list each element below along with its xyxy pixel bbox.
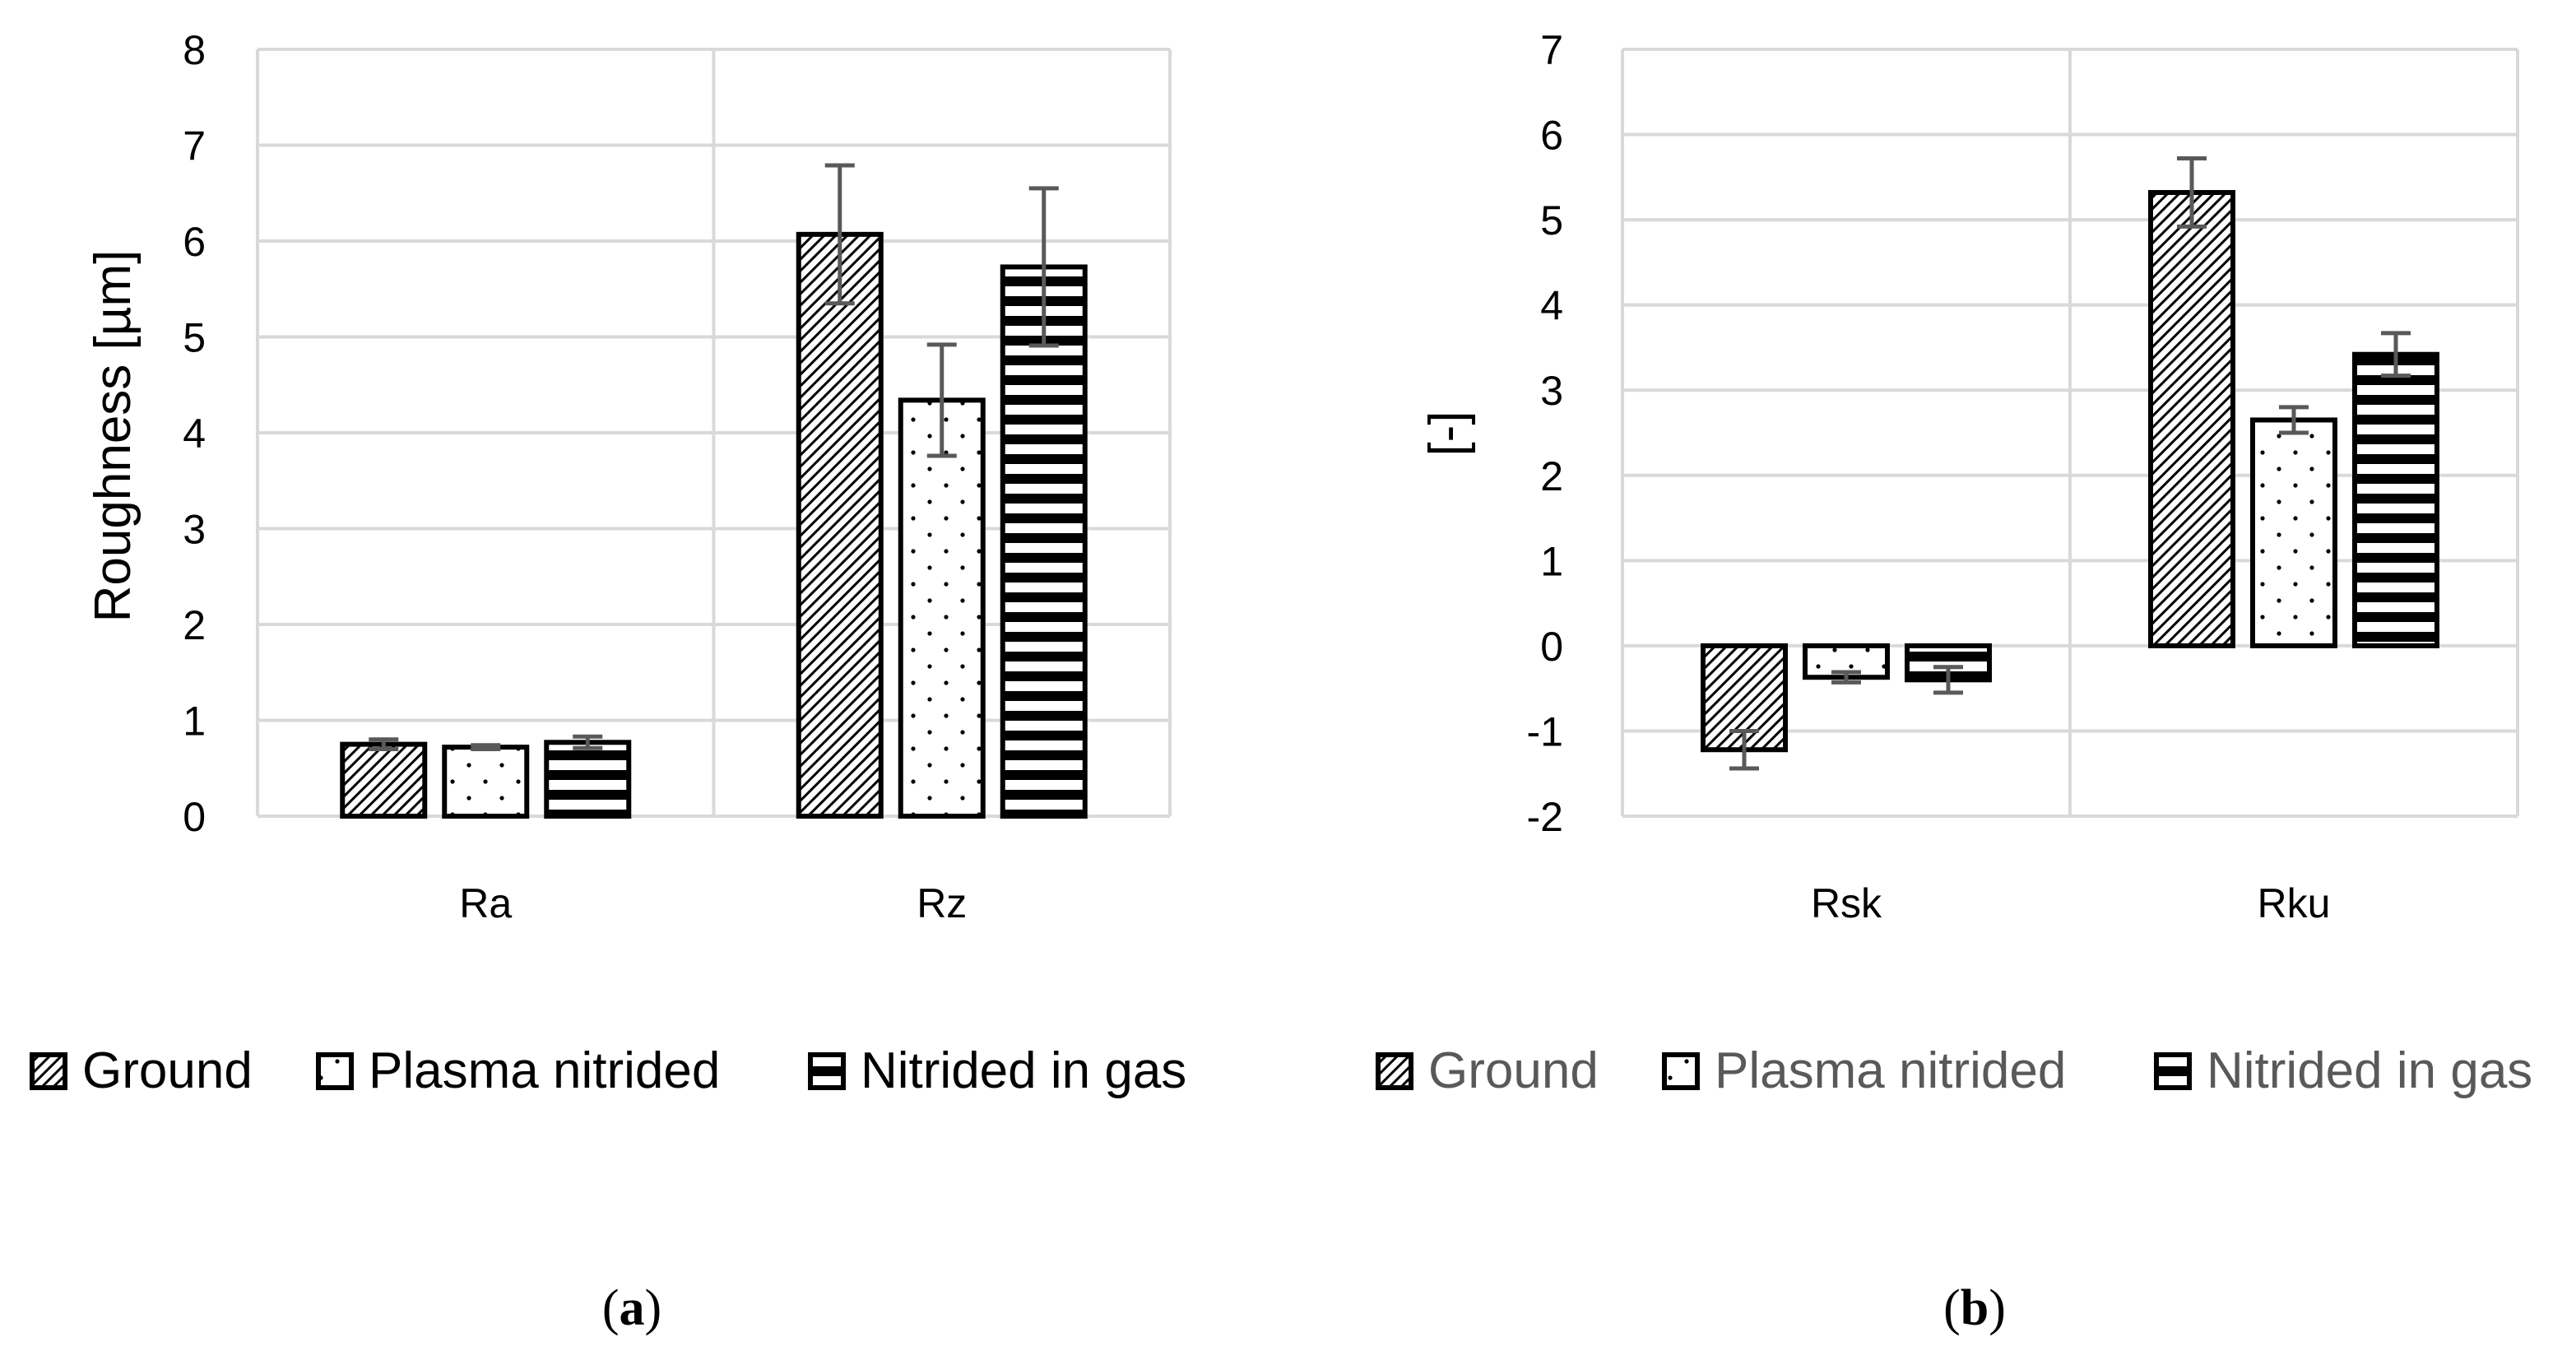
legend-label: Ground: [1428, 1042, 1599, 1099]
legend-item-horizontal: Nitrided in gas: [2156, 1042, 2532, 1099]
legend-label: Nitrided in gas: [861, 1042, 1186, 1099]
y-tick-label: 4: [1540, 283, 1563, 329]
y-tick-label: 7: [1540, 27, 1563, 73]
legend-item-dots: Plasma nitrided: [1664, 1042, 2066, 1099]
legend-label: Nitrided in gas: [2207, 1042, 2532, 1099]
chart-panel-a: 0 1 2 3 4 5 6 7 8 Ra Rz Roughness [µm] Ground Plas…: [32, 27, 1186, 1336]
x-category-label: Rsk: [1811, 880, 1882, 926]
y-axis-label: [-]: [1419, 411, 1476, 456]
legend-item-horizontal: Nitrided in gas: [810, 1042, 1186, 1099]
legend-swatch: [1664, 1055, 1697, 1088]
bar-horizontal-rz: [1003, 267, 1085, 816]
y-tick-label: 4: [183, 411, 206, 457]
legend-label: Ground: [82, 1042, 253, 1099]
y-axis-label: Roughness [µm]: [85, 250, 142, 623]
y-tick-label: 3: [183, 507, 206, 553]
bar-dots-ra: [444, 747, 527, 816]
bar-dots-rku: [2253, 420, 2335, 645]
legend-swatch: [1378, 1055, 1411, 1088]
y-tick-label: 1: [1540, 538, 1563, 584]
y-tick-label: 2: [1540, 453, 1563, 499]
legend-swatch: [2156, 1055, 2189, 1088]
legend-swatch: [810, 1055, 843, 1088]
bar-dots-rz: [901, 400, 983, 816]
error-bar: [471, 745, 500, 750]
caption-letter-b: b: [1961, 1280, 1989, 1336]
y-tick-label: 1: [183, 699, 206, 745]
y-tick-label: 6: [1540, 113, 1563, 159]
legend-swatch: [32, 1055, 65, 1088]
figure: 0 1 2 3 4 5 6 7 8 Ra Rz Roughness [µm] Ground Plas…: [0, 0, 2576, 1360]
x-category-label: Rku: [2258, 880, 2331, 926]
legend-item-diagonal: Ground: [32, 1042, 253, 1099]
y-tick-label: 7: [183, 123, 206, 169]
legend-label: Plasma nitrided: [1715, 1042, 2066, 1099]
caption-b: (b): [1943, 1280, 2006, 1336]
legend-item-dots: Plasma nitrided: [318, 1042, 720, 1099]
x-category-label: Rz: [917, 880, 967, 926]
legend-item-diagonal: Ground: [1378, 1042, 1599, 1099]
bar-horizontal-ra: [546, 742, 629, 816]
y-tick-label: 5: [183, 315, 206, 361]
y-tick-label: 0: [183, 794, 206, 840]
legend-swatch: [318, 1055, 351, 1088]
legend-label: Plasma nitrided: [369, 1042, 720, 1099]
y-tick-label: 5: [1540, 197, 1563, 244]
y-tick-label: -2: [1527, 794, 1563, 840]
bar-diagonal-rku: [2151, 193, 2233, 646]
y-tick-label: -1: [1527, 708, 1563, 754]
y-tick-label: 0: [1540, 624, 1563, 670]
y-tick-label: 6: [183, 219, 206, 265]
x-category-label: Ra: [459, 880, 512, 926]
caption-letter-a: a: [620, 1280, 645, 1336]
y-tick-label: 8: [183, 27, 206, 73]
bar-diagonal-rz: [799, 234, 881, 816]
caption-a: (a): [602, 1280, 661, 1336]
bar-diagonal-ra: [342, 745, 425, 816]
bar-horizontal-rku: [2355, 355, 2437, 646]
y-tick-label: 3: [1540, 368, 1563, 414]
y-tick-label: 2: [183, 602, 206, 648]
chart-panel-b: -2 -1 0 1 2 3 4 5 6 7 Rsk Rku [-] Ground Plasma nit…: [1378, 27, 2532, 1336]
